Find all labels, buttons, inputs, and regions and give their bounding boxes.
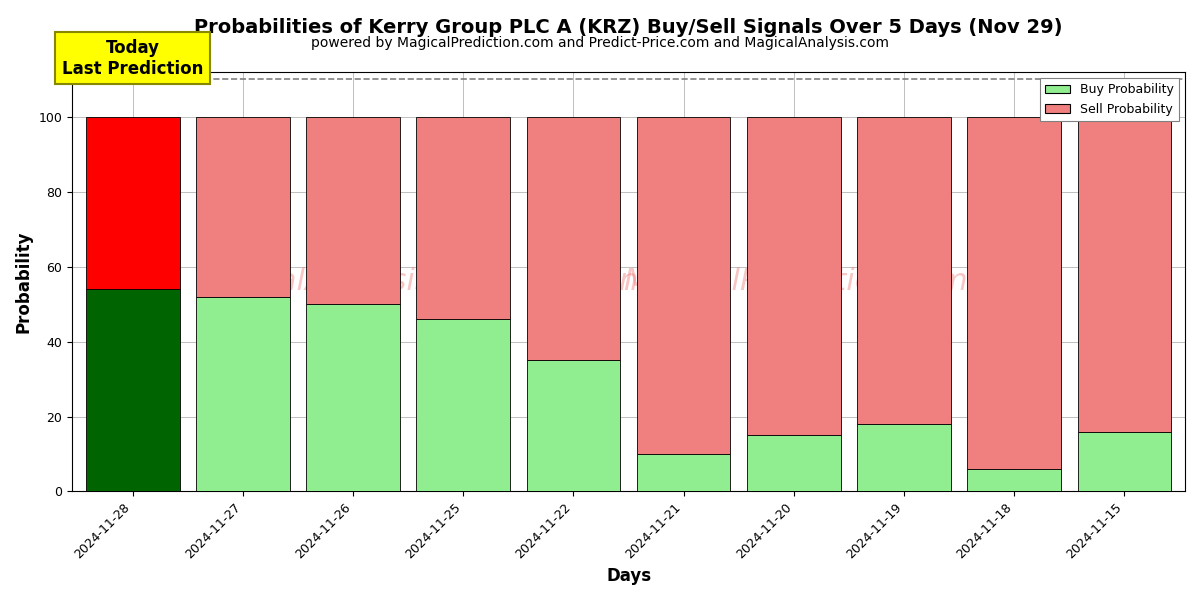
Bar: [306, 304, 400, 491]
Legend: Buy Probability, Sell Probability: Buy Probability, Sell Probability: [1040, 78, 1178, 121]
Bar: [196, 117, 289, 297]
Y-axis label: Probability: Probability: [16, 230, 34, 333]
Text: MagicalPrediction.com: MagicalPrediction.com: [623, 267, 968, 296]
Bar: [637, 117, 731, 454]
Bar: [967, 469, 1061, 491]
Bar: [86, 117, 180, 289]
Text: Today
Last Prediction: Today Last Prediction: [62, 39, 204, 77]
Text: n: n: [619, 267, 638, 296]
Bar: [748, 117, 841, 435]
Bar: [1078, 117, 1171, 431]
Bar: [416, 319, 510, 491]
Bar: [748, 435, 841, 491]
Title: Probabilities of Kerry Group PLC A (KRZ) Buy/Sell Signals Over 5 Days (Nov 29): Probabilities of Kerry Group PLC A (KRZ)…: [194, 18, 1063, 37]
Bar: [527, 117, 620, 361]
Bar: [637, 454, 731, 491]
Bar: [306, 117, 400, 304]
Bar: [196, 297, 289, 491]
Text: calAnalysis.com: calAnalysis.com: [262, 267, 506, 296]
Bar: [1078, 431, 1171, 491]
Bar: [416, 117, 510, 319]
Text: powered by MagicalPrediction.com and Predict-Price.com and MagicalAnalysis.com: powered by MagicalPrediction.com and Pre…: [311, 36, 889, 50]
Bar: [86, 289, 180, 491]
Bar: [527, 361, 620, 491]
Bar: [967, 117, 1061, 469]
Bar: [857, 117, 950, 424]
X-axis label: Days: Days: [606, 567, 652, 585]
Bar: [857, 424, 950, 491]
